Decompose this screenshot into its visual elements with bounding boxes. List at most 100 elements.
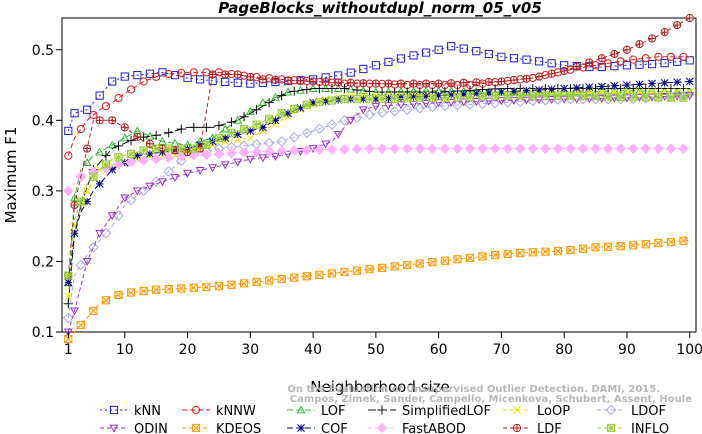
legend-marker-ldf [512,423,522,433]
data-point-knnw [76,125,85,134]
data-point-ldf [308,77,318,86]
data-point-odin [95,229,105,238]
data-point-knnw [152,72,161,81]
series-line-odin [67,95,690,333]
data-point-kdeos [139,286,148,296]
data-point-ldf [610,49,619,59]
data-point-knnw [189,68,198,77]
chart-title: PageBlocks_withoutdupl_norm_05_v05 [218,0,542,17]
data-point-fastabod [540,143,551,154]
data-point-ldf [208,70,217,79]
data-point-kdeos [541,247,550,256]
data-point-odin [208,164,218,173]
data-point-odin [434,99,444,108]
data-point-knn [509,54,519,63]
data-point-ldf [83,144,92,153]
data-point-inflo [101,160,111,169]
data-point-inflo [453,92,462,102]
data-point-kdeos [177,284,186,293]
data-point-knn [359,64,368,74]
data-point-inflo [365,95,374,104]
data-point-inflo [629,92,638,102]
data-point-kdeos [189,283,198,292]
data-point-ldf [334,78,343,87]
data-point-odin [559,95,569,104]
data-point-kdeos [152,285,161,294]
data-point-inflo [315,97,324,107]
data-point-loop [246,134,255,142]
data-point-ldf [660,28,669,37]
series-cof [64,77,694,287]
data-point-inflo [252,120,261,129]
data-point-knn [434,45,443,54]
data-point-knn [409,51,418,60]
data-point-simplifiedlof [214,121,224,131]
data-point-odin [484,97,494,106]
data-point-odin [233,158,243,167]
data-point-ldof [389,105,401,117]
data-point-odin [245,155,255,164]
data-point-simplifiedlof [63,299,73,309]
data-point-knn [685,56,694,65]
data-point-kdeos [114,290,123,300]
data-point-ldf [522,74,531,83]
data-point-inflo [491,91,500,100]
data-point-ldf [296,76,305,86]
data-point-loop [64,292,73,301]
data-point-lof [220,124,230,133]
data-point-fastabod [125,156,137,168]
x-tick-label: 100 [676,342,702,358]
data-point-knnw [277,75,286,84]
data-point-inflo [239,125,249,134]
legend-marker-knnw [191,405,201,415]
data-point-ldf [95,116,104,125]
data-point-inflo [139,146,148,155]
data-point-fastabod [314,144,325,156]
data-point-odin [446,98,456,107]
data-point-ldof [351,112,363,123]
data-point-ldf [685,13,694,23]
data-point-ldf [572,62,581,71]
data-point-ldf [560,66,569,76]
data-point-simplifiedlof [277,91,287,101]
data-point-cof [133,151,142,160]
x-axis-title: Neighborhood size [310,378,449,396]
data-point-fastabod [263,146,275,157]
data-point-odin [63,328,73,337]
legend-label-kdeos: KDEOS [216,422,261,434]
data-point-kdeos [591,243,600,252]
data-point-odin [371,102,381,111]
legend-item-odin: ODIN [100,422,168,434]
legend-item-knnw: kNNW [182,404,256,419]
data-point-inflo [578,91,588,101]
legend-item-lof: LOF [287,404,346,419]
data-point-inflo [503,91,512,100]
data-point-kdeos [465,253,475,263]
data-point-ldof [314,123,325,135]
data-point-kdeos [302,272,311,281]
data-point-lof [157,136,167,145]
data-point-kdeos [641,240,650,249]
series-layer [62,13,695,344]
legend-item-inflo: INFLO [597,422,669,434]
data-point-inflo [604,92,613,101]
data-point-fastabod [339,143,350,155]
data-point-cof [83,197,92,206]
legend-marker-kdeos [191,423,201,433]
data-point-kdeos [440,256,450,265]
data-point-kdeos [629,241,638,250]
data-point-ldf [497,77,506,86]
data-point-odin [672,92,682,101]
data-point-inflo [403,94,412,103]
data-point-knn [64,126,73,135]
data-point-knn [484,49,493,59]
data-point-cof [397,93,405,102]
data-point-kdeos [390,262,399,271]
data-point-ldf [258,75,267,84]
data-point-cof [484,88,493,97]
legend-marker-knn [109,405,119,415]
data-point-fastabod [552,143,564,154]
data-point-cof [271,116,280,125]
data-point-simplifiedlof [251,105,262,115]
data-point-knn [597,62,606,72]
